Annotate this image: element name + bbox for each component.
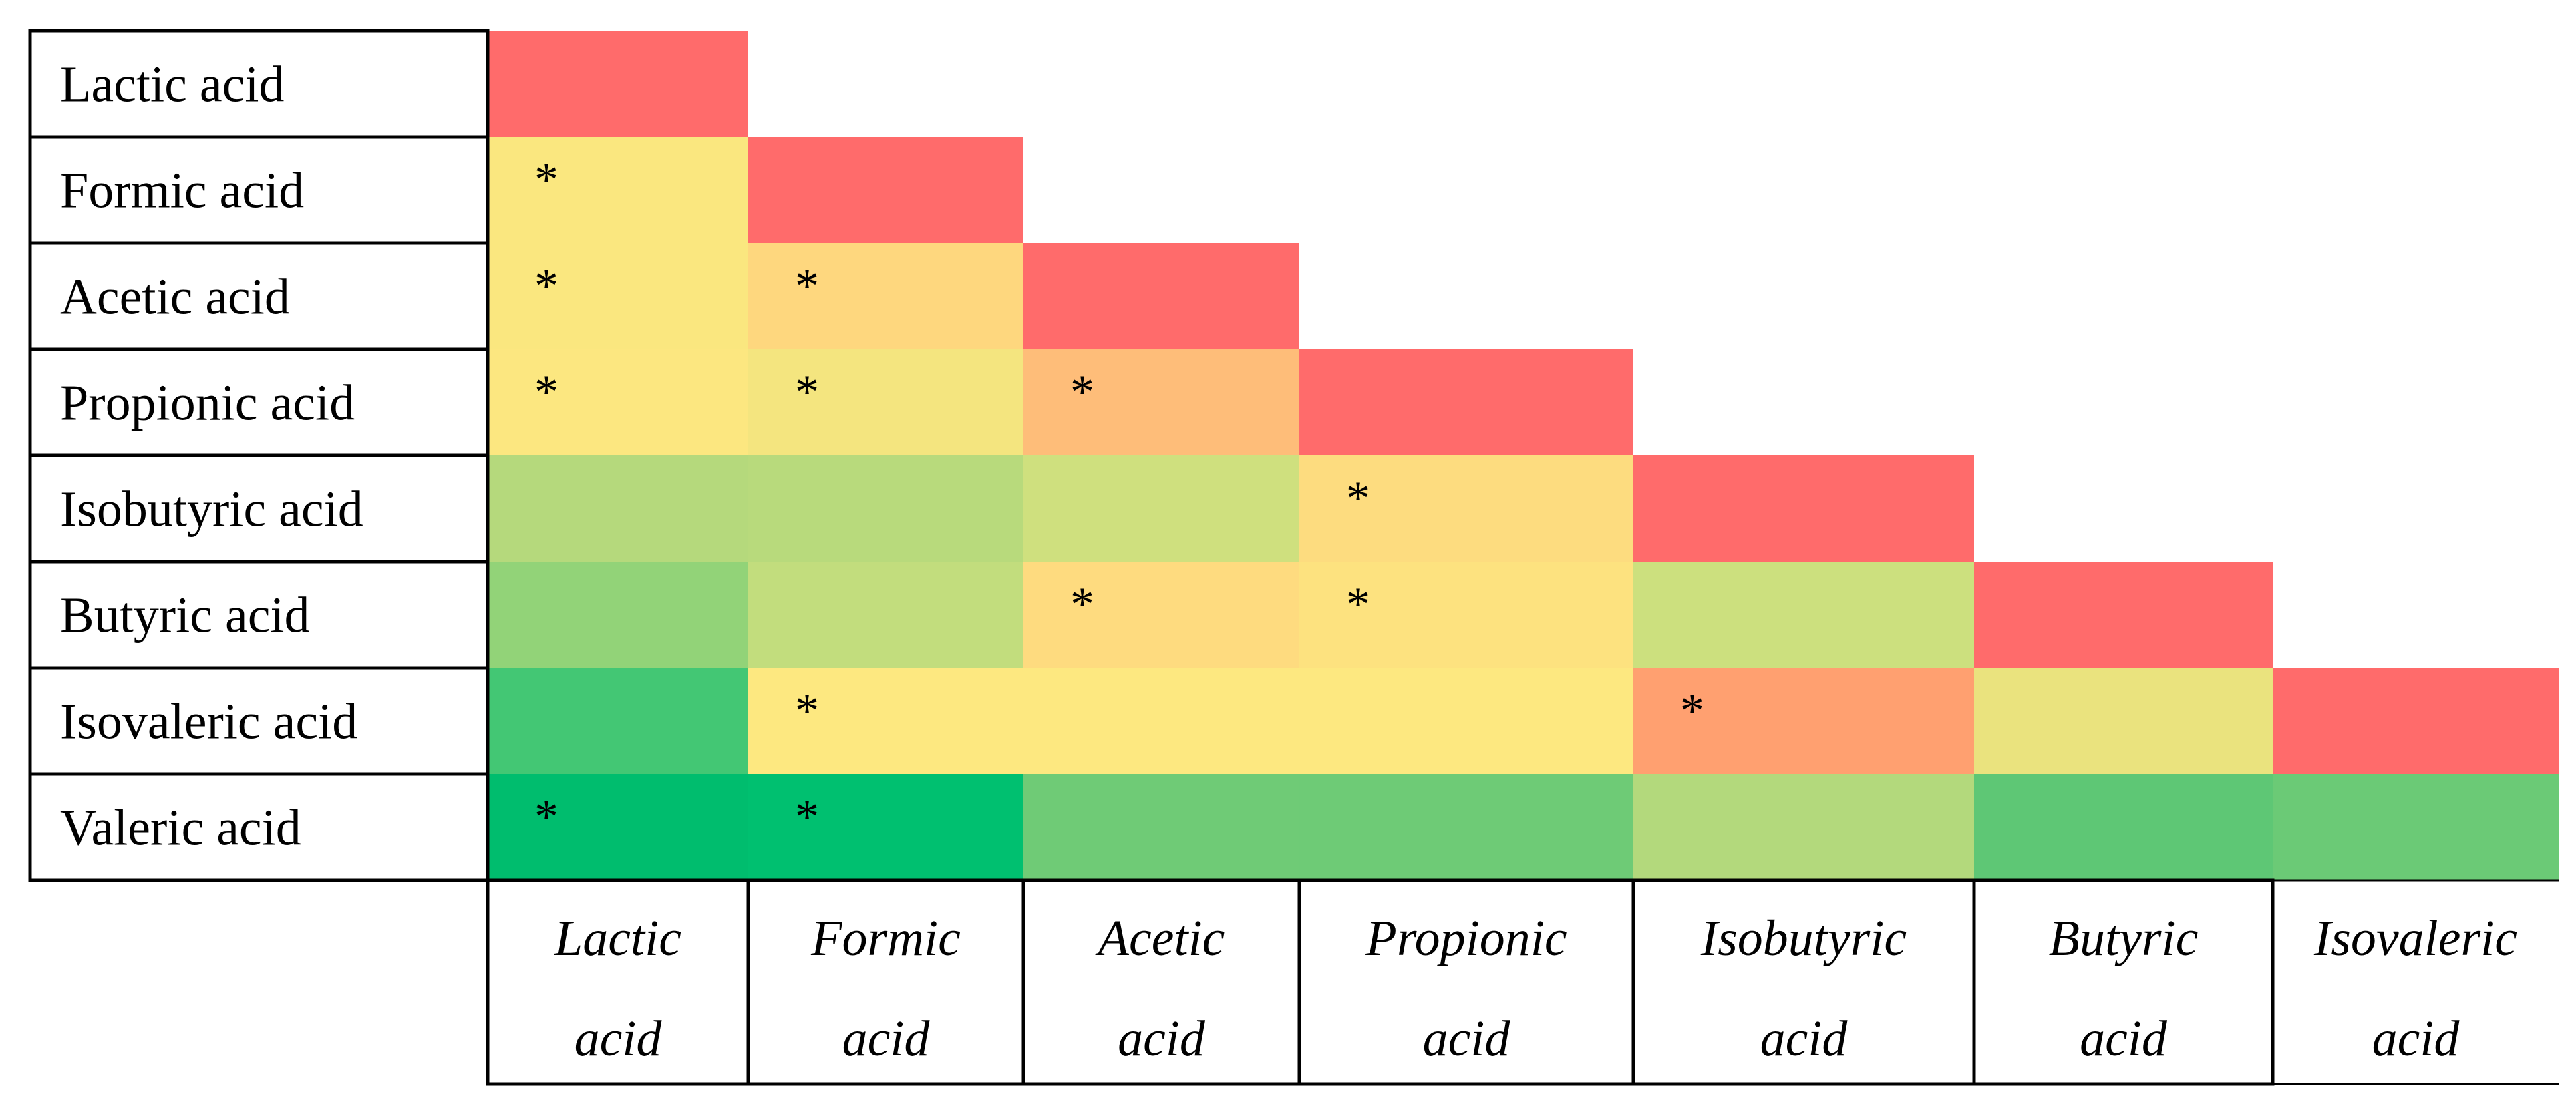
column-label-2-line-2: acid [1118, 1010, 1206, 1067]
heatmap-cell-r1-c0 [488, 137, 748, 243]
heatmap-cell-r7-c2 [1023, 774, 1299, 880]
significance-marker-r7-c1: * [795, 790, 819, 844]
heatmap-cell-r4-c4 [1633, 455, 1974, 562]
row-label-6: Isovaleric acid [60, 694, 357, 750]
row-label-box-6 [28, 666, 490, 776]
significance-marker-r6-c1: * [795, 684, 819, 737]
column-label-4-line-1: Isobutyric [1700, 910, 1907, 966]
heatmap-cell-r7-c0 [488, 774, 748, 880]
heatmap-cell-r7-c3 [1299, 774, 1633, 880]
column-label-box-0 [486, 878, 750, 1086]
heatmap-cell-r6-c2 [1023, 668, 1299, 774]
heatmap-cell-r2-c0 [488, 243, 748, 349]
heatmap-cell-r3-c1 [748, 349, 1023, 455]
column-label-box-1 [746, 878, 1025, 1086]
row-label-7: Valeric acid [60, 800, 301, 856]
heatmap-cell-r2-c1 [748, 243, 1023, 349]
column-label-box-5 [1972, 878, 2275, 1086]
heatmap-cell-r6-c5 [1974, 668, 2273, 774]
heatmap-cell-r5-c4 [1633, 562, 1974, 668]
significance-marker-r3-c0: * [534, 365, 558, 419]
column-label-box-3 [1297, 878, 1635, 1086]
heatmap-cell-r3-c3 [1299, 349, 1633, 455]
column-label-6-line-1: Isovaleric [2313, 910, 2517, 966]
significance-marker-r2-c0: * [534, 259, 558, 313]
heatmap-cell-r6-c3 [1299, 668, 1633, 774]
significance-marker-r1-c0: * [534, 153, 558, 206]
column-label-3-line-2: acid [1423, 1010, 1511, 1067]
row-label-0: Lactic acid [60, 57, 284, 113]
significance-marker-r4-c3: * [1346, 472, 1370, 525]
column-label-0-line-2: acid [575, 1010, 663, 1067]
heatmap-cells [488, 31, 2559, 880]
heatmap-cell-r5-c0 [488, 562, 748, 668]
row-label-box-2 [28, 241, 490, 351]
significance-marker-r3-c1: * [795, 365, 819, 419]
heatmap-cell-r7-c6 [2273, 774, 2559, 880]
heatmap-cell-r6-c1 [748, 668, 1023, 774]
column-label-6-line-2: acid [2372, 1010, 2460, 1067]
heatmap-cell-r5-c2 [1023, 562, 1299, 668]
row-label-box-5 [28, 560, 490, 670]
row-label-1: Formic acid [60, 163, 304, 219]
row-label-2: Acetic acid [60, 269, 290, 325]
row-label-box-7 [28, 772, 490, 882]
column-label-5-line-2: acid [2080, 1010, 2168, 1067]
column-label-3-line-1: Propionic [1365, 910, 1567, 966]
significance-marker-r3-c2: * [1070, 365, 1094, 419]
heatmap-cell-r1-c1 [748, 137, 1023, 243]
heatmap-cell-r0-c0 [488, 31, 748, 137]
heatmap-cell-r4-c3 [1299, 455, 1633, 562]
row-label-box-1 [28, 135, 490, 245]
significance-markers: * * * * * * * * * * * * * [534, 153, 1704, 844]
heatmap-cell-r7-c4 [1633, 774, 1974, 880]
heatmap-cell-r4-c0 [488, 455, 748, 562]
heatmap-cell-r3-c2 [1023, 349, 1299, 455]
significance-marker-r2-c1: * [795, 259, 819, 313]
row-label-box-4 [28, 453, 490, 564]
row-label-4: Isobutyric acid [60, 482, 363, 538]
column-labels: Lactic acid Formic acid Acetic acid Propionic a… [30, 878, 2559, 1086]
column-label-1-line-1: Formic [810, 910, 961, 966]
heatmap-cell-r5-c3 [1299, 562, 1633, 668]
column-label-4-line-2: acid [1760, 1010, 1848, 1067]
row-label-3: Propionic acid [60, 375, 355, 431]
row-label-5: Butyric acid [60, 588, 310, 644]
heatmap-cell-r5-c5 [1974, 562, 2273, 668]
significance-marker-r5-c2: * [1070, 578, 1094, 631]
heatmap-cell-r7-c5 [1974, 774, 2273, 880]
heatmap-cell-r6-c6 [2273, 668, 2559, 774]
column-label-box-4 [1631, 878, 1976, 1086]
column-label-0-line-1: Lactic [554, 910, 681, 966]
significance-marker-r6-c4: * [1680, 684, 1704, 737]
row-label-box-3 [28, 347, 490, 457]
heatmap-cell-r7-c1 [748, 774, 1023, 880]
heatmap-cell-r6-c0 [488, 668, 748, 774]
significance-marker-r5-c3: * [1346, 578, 1370, 631]
row-labels: Lactic acid Formic acid Acetic acid Propion… [28, 29, 490, 882]
column-label-2-line-1: Acetic [1095, 910, 1225, 966]
heatmap-cell-r3-c0 [488, 349, 748, 455]
column-label-5-line-1: Butyric [2049, 910, 2199, 966]
heatmap-cell-r4-c2 [1023, 455, 1299, 562]
heatmap-cell-r4-c1 [748, 455, 1023, 562]
significance-marker-r7-c0: * [534, 790, 558, 844]
heatmap-cell-r5-c1 [748, 562, 1023, 668]
column-label-1-line-2: acid [842, 1010, 931, 1067]
heatmap-cell-r6-c4 [1633, 668, 1974, 774]
heatmap-cell-r2-c2 [1023, 243, 1299, 349]
